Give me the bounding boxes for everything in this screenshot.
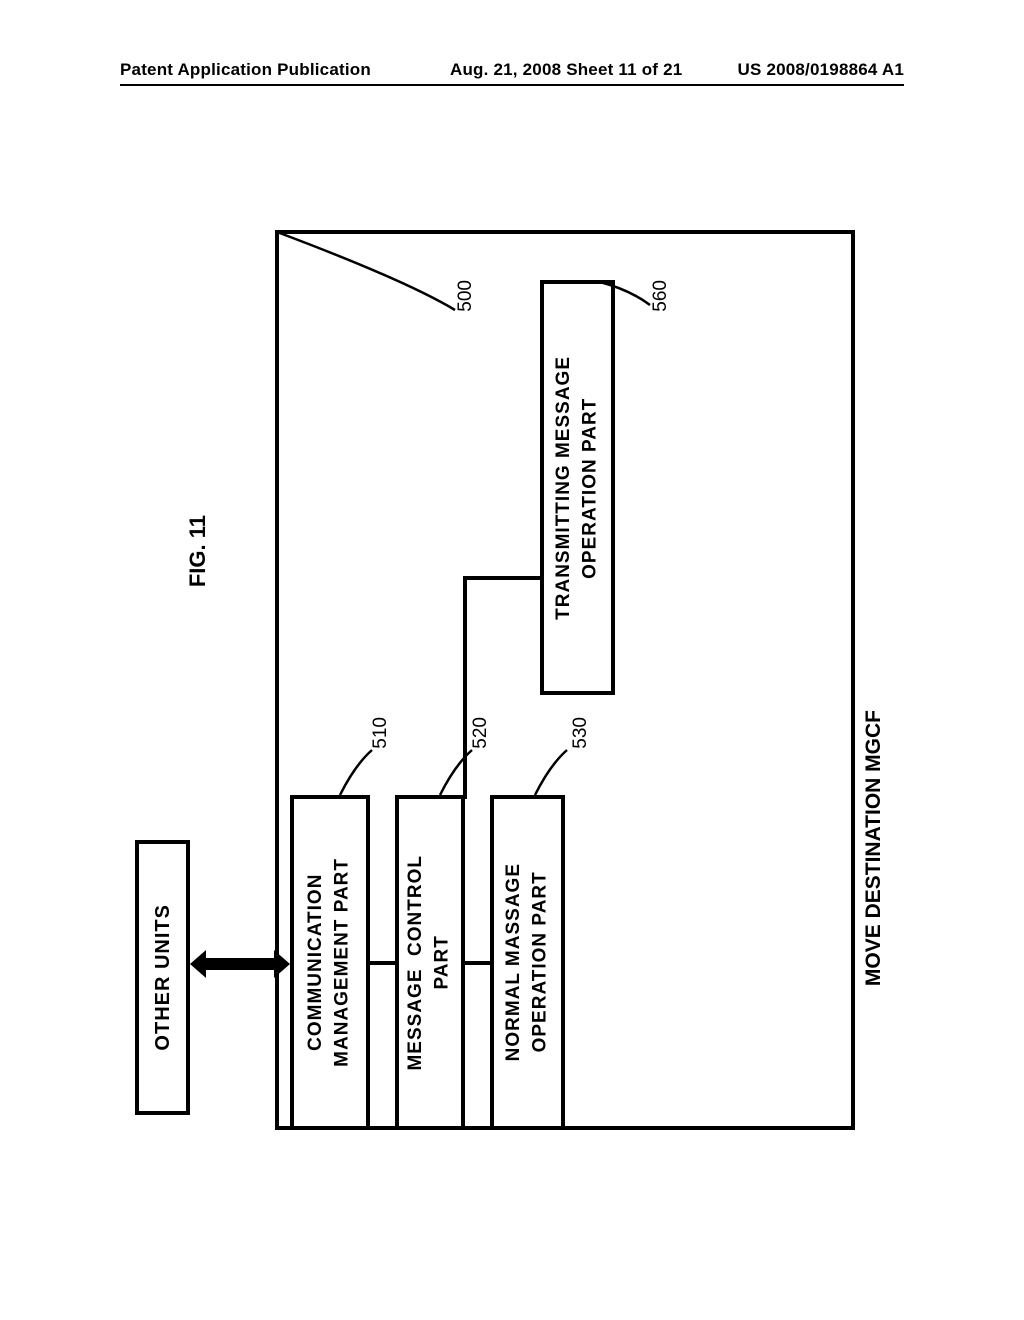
- block-other-units-text: OTHER UNITS: [149, 904, 177, 1051]
- conn-msg-to-trans: [465, 576, 540, 580]
- block-trans-msg-text: TRANSMITTING MESSAGE OPERATION PART: [551, 356, 604, 620]
- block-trans-msg: TRANSMITTING MESSAGE OPERATION PART: [540, 280, 615, 695]
- leader-560: [600, 280, 670, 340]
- block-msg-ctrl: MESSAGE CONTROL PART: [395, 795, 465, 1130]
- conn-msg-to-normal: [465, 961, 490, 965]
- page: Patent Application Publication Aug. 21, …: [0, 0, 1024, 1320]
- conn-comm-to-msg: [370, 961, 395, 965]
- header-mid: Aug. 21, 2008 Sheet 11 of 21: [450, 60, 682, 80]
- block-normal-msg: NORMAL MASSAGE OPERATION PART: [490, 795, 565, 1130]
- figure-title-text: FIG. 11: [185, 515, 210, 587]
- block-other-units: OTHER UNITS: [135, 840, 190, 1115]
- block-normal-msg-text: NORMAL MASSAGE OPERATION PART: [501, 863, 554, 1061]
- block-comm-mgmt-text: COMMUNICATION MANAGEMENT PART: [303, 858, 356, 1067]
- header-right: US 2008/0198864 A1: [738, 60, 905, 80]
- conn-msg-vert: [463, 576, 467, 799]
- arrow-other-to-comm: [190, 956, 290, 972]
- figure-title: FIG. 11: [185, 515, 211, 587]
- leader-530: [535, 740, 595, 800]
- block-comm-mgmt: COMMUNICATION MANAGEMENT PART: [290, 795, 370, 1130]
- leader-510: [340, 740, 400, 800]
- leader-500: [275, 230, 475, 350]
- outer-caption: MOVE DESTINATION MGCF: [862, 710, 886, 986]
- patent-header: Patent Application Publication Aug. 21, …: [120, 82, 904, 86]
- block-msg-ctrl-text: MESSAGE CONTROL PART: [403, 855, 456, 1071]
- header-left: Patent Application Publication: [120, 60, 371, 80]
- leader-520: [440, 740, 500, 800]
